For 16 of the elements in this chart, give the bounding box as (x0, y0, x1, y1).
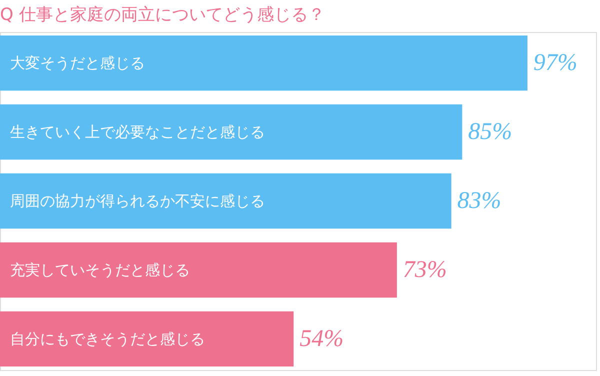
chart-title: Q 仕事と家庭の両立についてどう感じる？ (0, 5, 325, 25)
y-tick-label: 生きていく上で必要なことだと感じる (10, 123, 265, 142)
y-tick-label: 周囲の協力が得られるか不安に感じる (10, 192, 265, 210)
data-label: 54% (300, 326, 344, 352)
data-label: 73% (402, 256, 447, 283)
bar (0, 311, 294, 367)
data-label: 97% (533, 50, 578, 76)
y-tick-label: 充実していそうだと感じる (10, 260, 190, 279)
data-label: 83% (457, 188, 502, 214)
data-label: 85% (468, 119, 512, 146)
bar (0, 242, 397, 298)
bar (0, 104, 462, 160)
bar (0, 173, 452, 229)
y-tick-label: 大変そうだと感じる (10, 54, 145, 72)
bar (0, 35, 528, 91)
y-tick-label: 自分にもできそうだと感じる (10, 330, 205, 348)
